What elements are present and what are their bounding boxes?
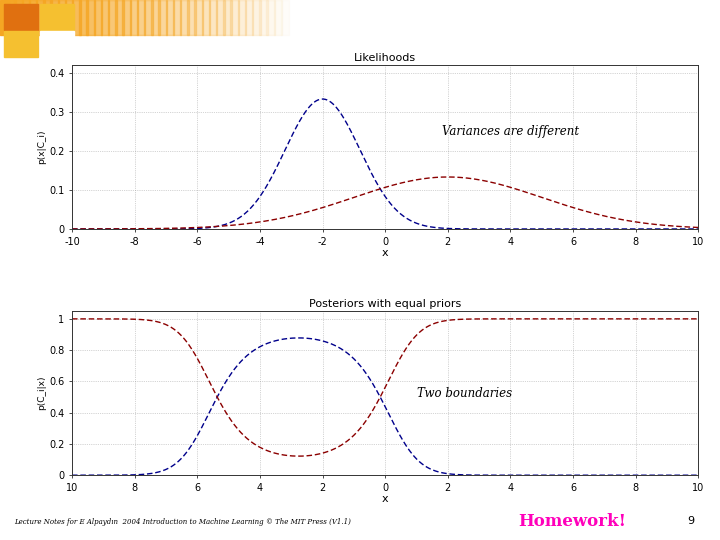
Bar xyxy=(108,0,117,35)
Bar xyxy=(43,0,52,35)
Bar xyxy=(14,0,23,35)
Bar xyxy=(266,0,275,35)
Bar xyxy=(187,0,196,35)
Bar xyxy=(410,0,419,35)
Bar xyxy=(259,0,268,35)
Bar xyxy=(202,0,210,35)
Bar xyxy=(238,0,246,35)
Bar xyxy=(130,0,138,35)
Text: Homework!: Homework! xyxy=(518,514,626,530)
Bar xyxy=(173,0,181,35)
Bar xyxy=(295,0,304,35)
X-axis label: x: x xyxy=(382,248,389,258)
Bar xyxy=(151,0,160,35)
Bar xyxy=(36,0,45,35)
Bar xyxy=(331,0,340,35)
Bar xyxy=(72,0,81,35)
Bar xyxy=(245,0,253,35)
Bar xyxy=(317,0,325,35)
Bar xyxy=(137,0,145,35)
Bar xyxy=(425,0,433,35)
Bar xyxy=(274,0,282,35)
Bar xyxy=(338,0,347,35)
Bar xyxy=(166,0,174,35)
Bar xyxy=(360,0,369,35)
Text: Variances are different: Variances are different xyxy=(441,125,579,138)
Bar xyxy=(310,0,318,35)
Bar xyxy=(29,0,37,35)
Bar xyxy=(115,0,124,35)
Bar xyxy=(302,0,311,35)
Bar xyxy=(144,0,153,35)
Bar xyxy=(22,0,30,35)
Text: 9: 9 xyxy=(688,516,695,526)
Bar xyxy=(40,4,74,30)
Bar xyxy=(40,31,74,57)
Bar xyxy=(418,0,426,35)
Text: Lecture Notes for E Alpaydın  2004 Introduction to Machine Learning © The MIT Pr: Lecture Notes for E Alpaydın 2004 Introd… xyxy=(14,518,351,526)
Bar xyxy=(389,0,397,35)
Bar xyxy=(403,0,412,35)
Bar xyxy=(324,0,333,35)
Bar xyxy=(158,0,167,35)
Bar xyxy=(7,0,16,35)
Bar xyxy=(396,0,405,35)
Bar xyxy=(367,0,376,35)
Bar xyxy=(216,0,225,35)
Bar xyxy=(382,0,390,35)
Bar xyxy=(50,0,59,35)
X-axis label: x: x xyxy=(382,494,389,504)
Bar xyxy=(0,0,9,35)
Bar xyxy=(281,0,289,35)
Bar xyxy=(288,0,297,35)
Bar xyxy=(65,0,73,35)
Title: Likelihoods: Likelihoods xyxy=(354,52,416,63)
Bar xyxy=(4,31,38,57)
Bar xyxy=(86,0,95,35)
Bar xyxy=(346,0,354,35)
Bar xyxy=(58,0,66,35)
Title: Posteriors with equal priors: Posteriors with equal priors xyxy=(309,299,462,309)
Bar xyxy=(101,0,109,35)
Bar xyxy=(223,0,232,35)
Bar xyxy=(94,0,102,35)
Bar xyxy=(353,0,361,35)
Bar xyxy=(194,0,203,35)
Bar xyxy=(79,0,88,35)
Y-axis label: p(C_i|x): p(C_i|x) xyxy=(37,376,46,410)
Bar xyxy=(374,0,383,35)
Bar xyxy=(230,0,239,35)
Bar xyxy=(209,0,217,35)
Bar xyxy=(252,0,261,35)
Bar xyxy=(180,0,189,35)
Bar xyxy=(122,0,131,35)
Bar xyxy=(4,4,38,30)
Y-axis label: p(x|C_i): p(x|C_i) xyxy=(37,130,46,164)
Text: Two boundaries: Two boundaries xyxy=(416,387,512,400)
